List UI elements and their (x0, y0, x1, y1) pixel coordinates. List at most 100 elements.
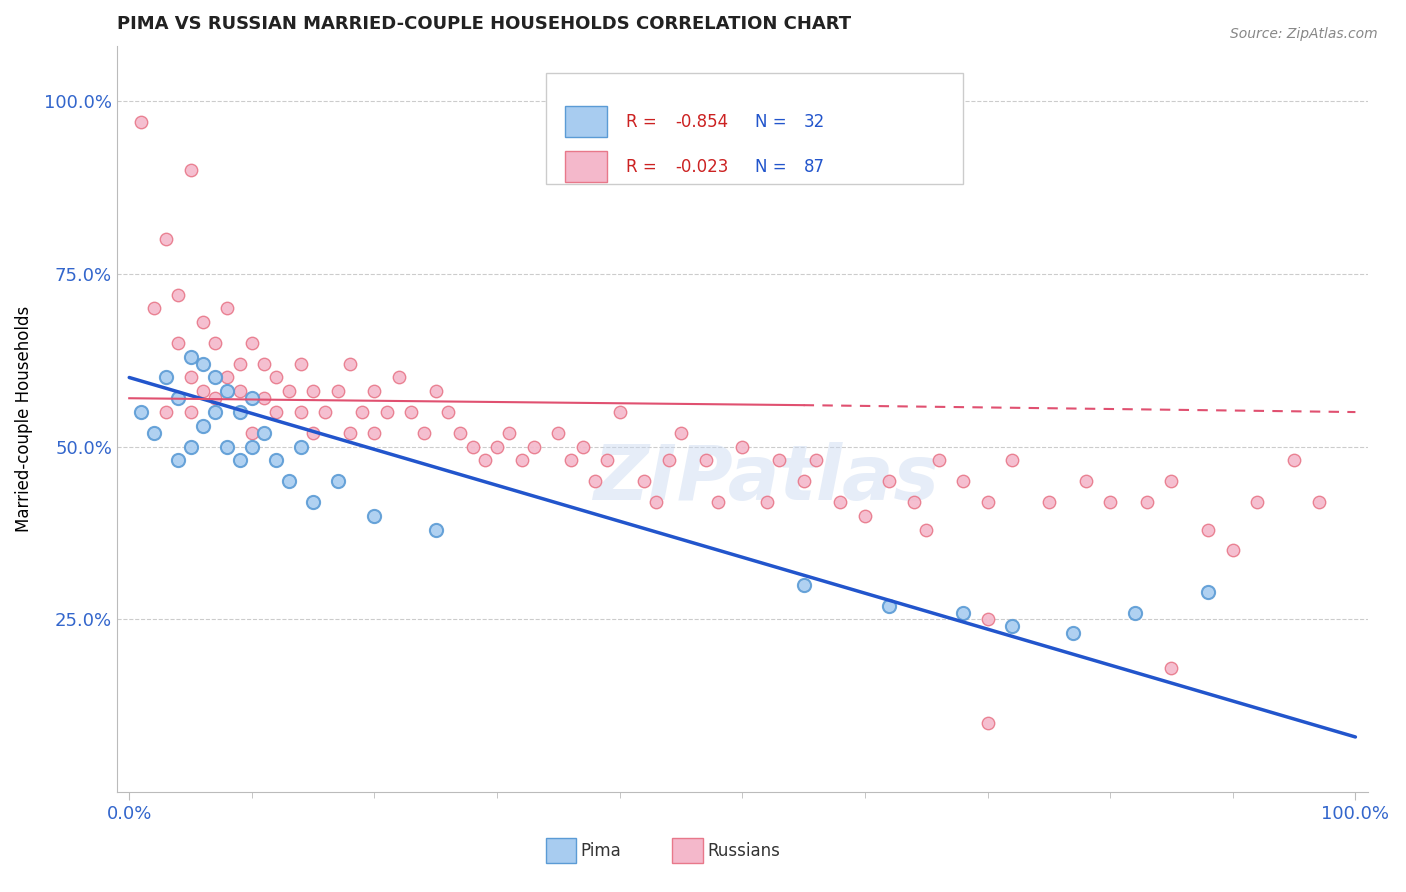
Point (425, 384, 447, 399)
Point (228, 384, 250, 399)
Text: R =: R = (626, 112, 662, 131)
Point (253, 391, 276, 405)
Point (191, 357, 214, 371)
Point (669, 425, 692, 440)
Point (1246, 495, 1268, 509)
Point (228, 453, 250, 467)
Point (731, 440, 754, 454)
Point (1197, 523, 1219, 537)
Bar (565, 151, 607, 182)
Point (572, 440, 595, 454)
Point (1001, 453, 1024, 467)
Bar (565, 106, 607, 137)
Text: 87: 87 (804, 158, 825, 176)
Text: Source: ZipAtlas.com: Source: ZipAtlas.com (1230, 27, 1378, 41)
Point (167, 335, 190, 350)
Point (167, 287, 190, 301)
Point (412, 425, 434, 440)
Point (498, 425, 520, 440)
Point (180, 370, 202, 384)
Point (879, 474, 901, 488)
Point (240, 391, 263, 405)
Point (768, 453, 790, 467)
Text: ZIPatlas: ZIPatlas (595, 442, 941, 516)
Point (155, 232, 177, 246)
Point (583, 474, 606, 488)
Point (560, 453, 582, 467)
Point (191, 418, 214, 433)
Point (903, 495, 925, 509)
Text: -0.023: -0.023 (675, 158, 728, 176)
Point (793, 474, 815, 488)
Point (191, 384, 214, 399)
Point (1160, 661, 1182, 675)
Text: N =: N = (755, 158, 792, 176)
Point (976, 612, 998, 626)
Point (952, 474, 974, 488)
Point (228, 405, 250, 419)
Point (204, 370, 226, 384)
Point (314, 405, 336, 419)
Point (645, 495, 668, 509)
Point (167, 391, 190, 405)
Text: Russians: Russians (707, 842, 780, 860)
Point (204, 405, 226, 419)
Point (1136, 495, 1159, 509)
Point (388, 370, 411, 384)
Point (707, 495, 730, 509)
Point (976, 495, 998, 509)
Point (339, 425, 361, 440)
Point (1099, 495, 1122, 509)
Point (928, 453, 950, 467)
Point (339, 357, 361, 371)
Point (596, 453, 619, 467)
Point (277, 384, 299, 399)
Point (474, 453, 496, 467)
Point (609, 405, 631, 419)
Point (217, 384, 239, 399)
Point (1123, 606, 1146, 620)
Point (658, 453, 681, 467)
Point (191, 315, 214, 329)
Point (326, 384, 349, 399)
Point (302, 425, 325, 440)
Text: R =: R = (626, 158, 662, 176)
Point (804, 453, 827, 467)
Point (142, 425, 165, 440)
Point (1308, 495, 1330, 509)
Point (217, 301, 239, 316)
Point (1001, 619, 1024, 633)
Point (523, 440, 546, 454)
Point (510, 453, 533, 467)
Point (437, 405, 460, 419)
Text: 32: 32 (804, 112, 825, 131)
Point (290, 440, 312, 454)
Point (180, 163, 202, 178)
Point (167, 453, 190, 467)
Point (755, 495, 778, 509)
Point (486, 440, 509, 454)
Point (1062, 626, 1084, 640)
Point (240, 335, 263, 350)
Point (180, 405, 202, 419)
Bar (546, 73, 963, 184)
Point (180, 350, 202, 364)
Point (375, 405, 398, 419)
Point (302, 384, 325, 399)
Point (401, 405, 423, 419)
Point (853, 508, 876, 523)
Point (830, 495, 852, 509)
Point (277, 474, 299, 488)
Text: PIMA VS RUSSIAN MARRIED-COUPLE HOUSEHOLDS CORRELATION CHART: PIMA VS RUSSIAN MARRIED-COUPLE HOUSEHOLD… (117, 15, 851, 33)
Point (363, 508, 385, 523)
Point (240, 425, 263, 440)
Point (695, 453, 717, 467)
Point (217, 370, 239, 384)
Point (1074, 474, 1097, 488)
Point (240, 440, 263, 454)
Point (425, 523, 447, 537)
Point (204, 335, 226, 350)
Point (793, 578, 815, 592)
Point (363, 425, 385, 440)
Point (204, 391, 226, 405)
